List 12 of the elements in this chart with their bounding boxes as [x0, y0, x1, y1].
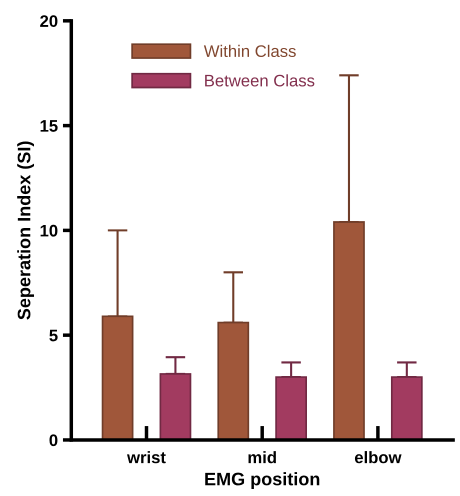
y-tick-label: 10	[40, 224, 58, 237]
x-axis-title: EMG position	[205, 472, 320, 489]
x-tick-label: elbow	[354, 451, 402, 464]
x-tick-label: wrist	[127, 451, 166, 464]
legend-label: Between Class	[205, 74, 314, 87]
y-tick-label: 20	[40, 15, 58, 28]
y-tick-label: 15	[40, 120, 58, 132]
y-tick-label: 5	[49, 330, 58, 342]
x-tick-label: mid	[248, 451, 276, 464]
y-tick-label: 0	[49, 434, 58, 446]
y-axis-title: Seperation Index (SI)	[17, 141, 34, 320]
legend-label: Within Class	[204, 44, 296, 58]
